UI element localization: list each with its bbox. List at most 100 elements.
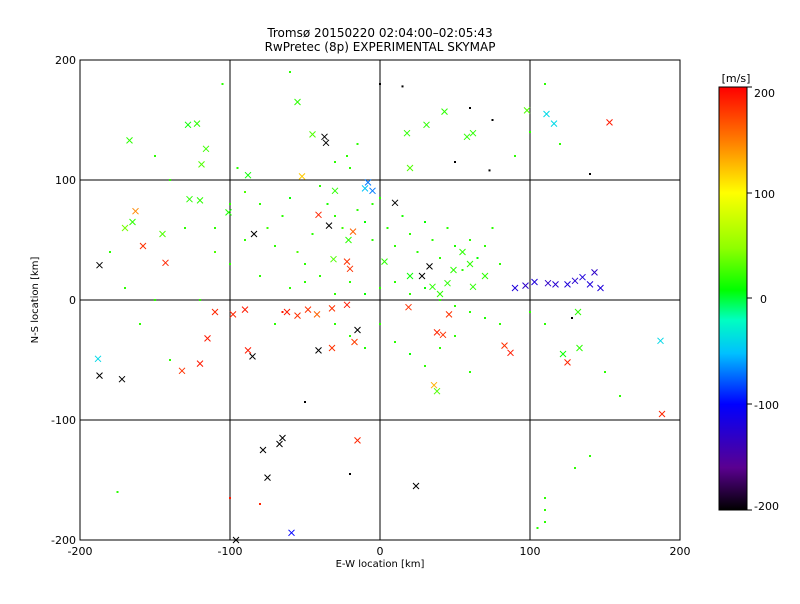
data-point-x [559, 350, 567, 358]
data-point-x [430, 381, 438, 389]
data-point-x [315, 211, 322, 219]
data-point-x [576, 344, 583, 352]
data-point-dot [484, 245, 486, 247]
data-point-dot [304, 263, 306, 265]
data-point-dot [109, 251, 111, 253]
data-point-dot [214, 251, 216, 253]
data-point-dot [589, 455, 591, 457]
data-point-x [433, 387, 441, 395]
tick-marks [80, 60, 680, 540]
data-point-dot [439, 257, 441, 259]
x-tick-labels: -200 -100 0 100 200 [68, 545, 691, 558]
data-point-dot [371, 239, 374, 241]
data-point-x [244, 171, 252, 179]
data-point-dot [529, 131, 531, 133]
data-point-dot [499, 323, 501, 325]
y-tick-labels: 200 100 0 -100 -200 [51, 54, 76, 547]
data-point-dot [139, 323, 141, 325]
data-point-dot [346, 155, 348, 157]
data-point-x [294, 98, 301, 106]
data-point-dot [386, 227, 389, 229]
data-point-x [244, 347, 252, 354]
data-point-x [591, 269, 598, 276]
data-point-dot [274, 245, 276, 247]
data-point-dot [454, 335, 456, 337]
data-point-dot [334, 215, 336, 217]
data-points [94, 71, 666, 544]
data-point-dot [454, 245, 456, 247]
data-point-x [436, 290, 444, 298]
data-point-x [178, 367, 186, 375]
data-point-dot [488, 169, 491, 172]
y-tick-label: 0 [69, 294, 76, 307]
data-point-x [466, 260, 474, 268]
data-point-x [196, 360, 204, 367]
data-point-dot [116, 491, 119, 493]
data-point-x [426, 263, 433, 270]
data-point-dot [484, 317, 486, 319]
colorbar-ticks [747, 86, 752, 511]
data-point-x [606, 119, 613, 126]
data-point-x [315, 347, 322, 354]
data-point-x [444, 279, 451, 287]
data-point-x [279, 434, 286, 442]
data-point-x [439, 331, 447, 339]
data-point-x [381, 258, 388, 265]
data-point-dot [259, 503, 261, 505]
data-point-x [369, 187, 376, 195]
data-point-x [441, 108, 448, 115]
data-point-x [196, 197, 204, 204]
data-point-dot [184, 227, 186, 229]
y-tick-label: 200 [55, 54, 76, 67]
data-point-x [159, 230, 166, 238]
data-point-x [184, 121, 192, 129]
data-point-dot [259, 275, 261, 277]
data-point-x [406, 164, 414, 172]
data-point-dot [574, 467, 576, 469]
data-point-dot [349, 473, 351, 475]
data-point-dot [199, 299, 201, 301]
data-point-dot [236, 167, 239, 169]
data-point-x [481, 272, 489, 280]
data-point-dot [311, 233, 314, 235]
data-point-dot [169, 359, 171, 361]
data-point-x [330, 255, 337, 263]
data-point-dot [469, 107, 471, 109]
data-point-dot [439, 347, 441, 349]
data-point-dot [274, 323, 276, 325]
data-point-dot [491, 227, 494, 229]
data-point-x [313, 311, 321, 318]
data-point-x [325, 222, 333, 229]
data-point-dot [544, 497, 546, 499]
data-point-x [232, 536, 240, 544]
data-point-dot [334, 161, 336, 163]
data-point-dot [304, 281, 306, 283]
data-point-x [463, 133, 471, 141]
data-point-dot [379, 197, 381, 199]
data-point-x [459, 248, 466, 256]
data-point-x [328, 305, 336, 312]
data-point-x [361, 185, 369, 192]
data-point-dot [379, 83, 381, 85]
data-point-dot [341, 227, 344, 229]
data-point-dot [544, 83, 546, 85]
data-point-dot [454, 161, 456, 163]
data-point-dot [319, 185, 321, 187]
data-point-x [597, 284, 604, 292]
data-point-dot [544, 323, 546, 325]
data-point-dot [544, 509, 546, 511]
data-point-dot [349, 281, 351, 283]
data-point-x [469, 129, 477, 137]
data-point-x [349, 228, 357, 235]
data-point-dot [529, 311, 531, 313]
data-point-x [571, 277, 579, 285]
x-tick-label: -100 [218, 545, 243, 558]
data-point-dot [349, 335, 351, 337]
data-point-dot [371, 203, 374, 205]
x-tick-label: 100 [520, 545, 541, 558]
data-point-x [429, 283, 436, 291]
data-point-x [586, 281, 594, 288]
data-point-dot [334, 293, 336, 295]
